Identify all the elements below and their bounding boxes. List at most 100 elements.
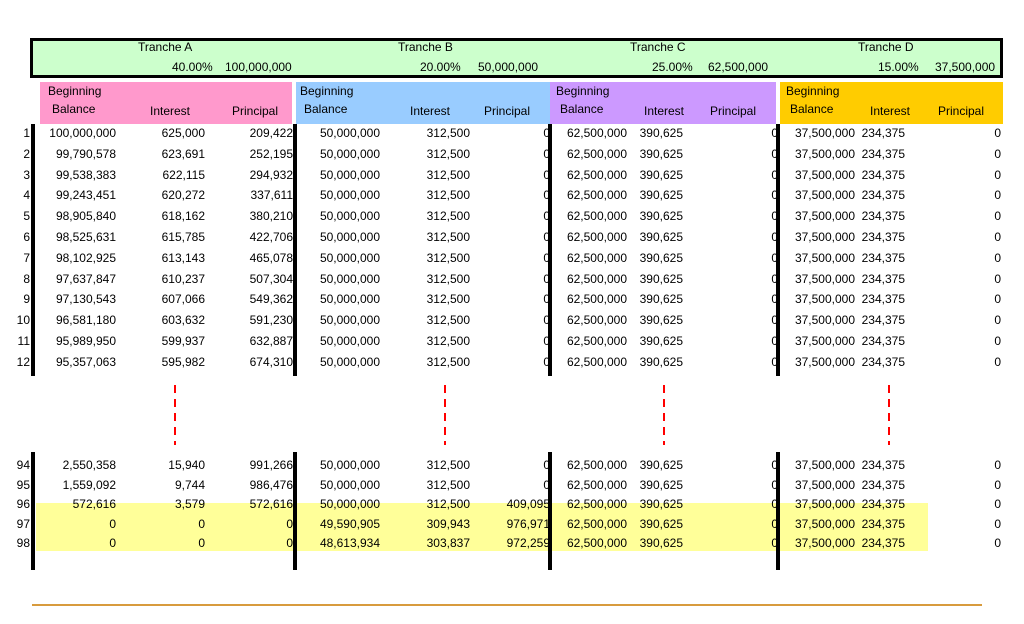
body-row-3-cell: 0 — [543, 167, 550, 182]
tail-row-96-cell: 234,375 — [861, 497, 905, 512]
body-row-11-cell: 0 — [771, 334, 778, 348]
body-row-2-cell: 623,691 — [161, 146, 205, 161]
body-row-7-cell: 0 — [771, 250, 778, 265]
tail-row-98-cell: 390,625 — [639, 536, 683, 551]
tranche-b-column-header — [296, 82, 550, 124]
tail-row-96-cell: 50,000,000 — [319, 497, 380, 512]
tranche-d-title: Tranche D — [858, 40, 914, 54]
body-row-6-cell: 0 — [543, 230, 550, 244]
body-row-1-cell: 234,375 — [861, 126, 905, 140]
body-row-10-cell: 0 — [994, 313, 1001, 328]
body-row-7-cell: 50,000,000 — [319, 250, 380, 265]
principal-label-b: Principal — [484, 104, 531, 118]
tranche-b-title: Tranche B — [398, 40, 453, 54]
balance-label-b: Balance — [304, 102, 348, 116]
body-row-5-cell: 380,210 — [249, 209, 293, 224]
tranche-d-amount: 37,500,000 — [935, 60, 996, 74]
body-row-1-cell: 100,000,000 — [49, 126, 116, 140]
tail-row-96-cell: 0 — [994, 497, 1001, 512]
bottom-divider — [32, 604, 982, 606]
tail-row-96-cell: 96 — [16, 497, 30, 512]
tail-row-97-cell: 0 — [771, 516, 778, 531]
body-row-2-cell: 50,000,000 — [319, 146, 380, 161]
body-row-4-cell: 0 — [543, 188, 550, 203]
body-row-7-cell: 234,375 — [861, 250, 905, 265]
body-row-11-cell: 599,937 — [161, 334, 205, 348]
body-row-1-cell: 50,000,000 — [319, 126, 380, 140]
body-row-3-cell: 62,500,000 — [566, 167, 627, 182]
tranche-a-column-header — [40, 82, 292, 124]
body-row-1-cell: 312,500 — [426, 126, 470, 140]
body-row-4-cell: 312,500 — [426, 188, 470, 203]
body-row-8-cell: 312,500 — [426, 271, 470, 286]
body-row-9-cell: 234,375 — [861, 292, 905, 307]
tail-row-98-cell: 0 — [109, 536, 116, 551]
balance-label-c: Balance — [560, 102, 604, 116]
principal-label-a: Principal — [232, 104, 279, 118]
body-row-2-cell: 37,500,000 — [794, 146, 855, 161]
body-row-12-cell: 37,500,000 — [794, 354, 855, 369]
body-row-9-cell: 549,362 — [249, 292, 293, 307]
tranche-c-d-separator-tail — [776, 452, 780, 570]
balance-label-a: Balance — [52, 102, 96, 116]
body-row-6-cell: 62,500,000 — [566, 230, 627, 244]
body-row-10-cell: 591,230 — [249, 313, 293, 328]
tail-row-97-cell: 0 — [109, 516, 116, 531]
body-row-2-cell: 2 — [23, 146, 30, 161]
tranche-d-percent: 15.00% — [878, 60, 919, 74]
body-row-1-cell: 0 — [771, 126, 778, 140]
body-row-6-cell: 422,706 — [249, 230, 293, 244]
body-row-8-cell: 62,500,000 — [566, 271, 627, 286]
tail-row-95-cell: 234,375 — [861, 477, 905, 492]
body-row-10-cell: 50,000,000 — [319, 313, 380, 328]
body-row-10-cell: 603,632 — [161, 313, 205, 328]
body-row-4-cell: 620,272 — [161, 188, 205, 203]
tail-row-94-cell: 37,500,000 — [794, 458, 855, 472]
body-row-2-cell: 99,790,578 — [55, 146, 116, 161]
tail-row-94-cell: 312,500 — [426, 458, 470, 472]
body-row-5-cell: 37,500,000 — [794, 209, 855, 224]
body-row-5-cell: 312,500 — [426, 209, 470, 224]
tail-row-97-cell: 0 — [994, 516, 1001, 531]
tail-row-94-cell: 991,266 — [249, 458, 293, 472]
body-row-8-cell: 97,637,847 — [55, 271, 116, 286]
body-row-4-cell: 337,611 — [250, 188, 294, 203]
body-row-2-cell: 390,625 — [639, 146, 683, 161]
tail-row-98-cell: 48,613,934 — [319, 536, 380, 551]
body-row-8-cell: 390,625 — [639, 271, 683, 286]
body-row-3-cell: 37,500,000 — [794, 167, 855, 182]
tranche-a-percent: 40.00% — [172, 60, 213, 74]
body-row-10-cell: 96,581,180 — [55, 313, 116, 328]
body-row-12-cell: 234,375 — [861, 354, 905, 369]
tail-row-94-cell: 0 — [771, 458, 778, 472]
tail-row-98-cell: 972,259 — [506, 536, 550, 551]
body-row-3-cell: 50,000,000 — [319, 167, 380, 182]
body-row-11-cell: 37,500,000 — [794, 334, 855, 348]
body-row-11-cell: 312,500 — [426, 334, 470, 348]
body-row-11-cell: 11 — [17, 334, 30, 348]
tail-row-95-cell: 9,744 — [174, 477, 205, 492]
body-row-9-cell: 390,625 — [639, 292, 683, 307]
tail-row-95-cell: 986,476 — [249, 477, 293, 492]
body-row-3-cell: 3 — [23, 167, 30, 182]
tranche-c-d-separator — [776, 124, 780, 376]
body-row-12-cell: 0 — [994, 354, 1001, 369]
body-row-11-cell: 390,625 — [639, 334, 683, 348]
tail-row-96-cell: 572,616 — [249, 497, 293, 512]
body-row-8-cell: 0 — [543, 271, 550, 286]
body-row-12-cell: 674,310 — [249, 354, 293, 369]
body-row-9-cell: 0 — [771, 292, 778, 307]
body-row-3-cell: 390,625 — [639, 167, 683, 182]
tail-row-97-cell: 234,375 — [861, 516, 905, 531]
tranche-c-percent: 25.00% — [652, 60, 693, 74]
tail-row-98-cell: 98 — [16, 536, 30, 551]
body-row-7-cell: 312,500 — [426, 250, 470, 265]
body-row-12-cell: 0 — [543, 354, 550, 369]
principal-label-c: Principal — [710, 104, 757, 118]
body-row-9-cell: 37,500,000 — [794, 292, 855, 307]
tail-row-95-cell: 312,500 — [426, 477, 470, 492]
body-row-5-cell: 50,000,000 — [319, 209, 380, 224]
row-number-separator — [31, 124, 35, 376]
body-row-6-cell: 390,625 — [639, 230, 683, 244]
tail-row-98-cell: 0 — [286, 536, 293, 551]
